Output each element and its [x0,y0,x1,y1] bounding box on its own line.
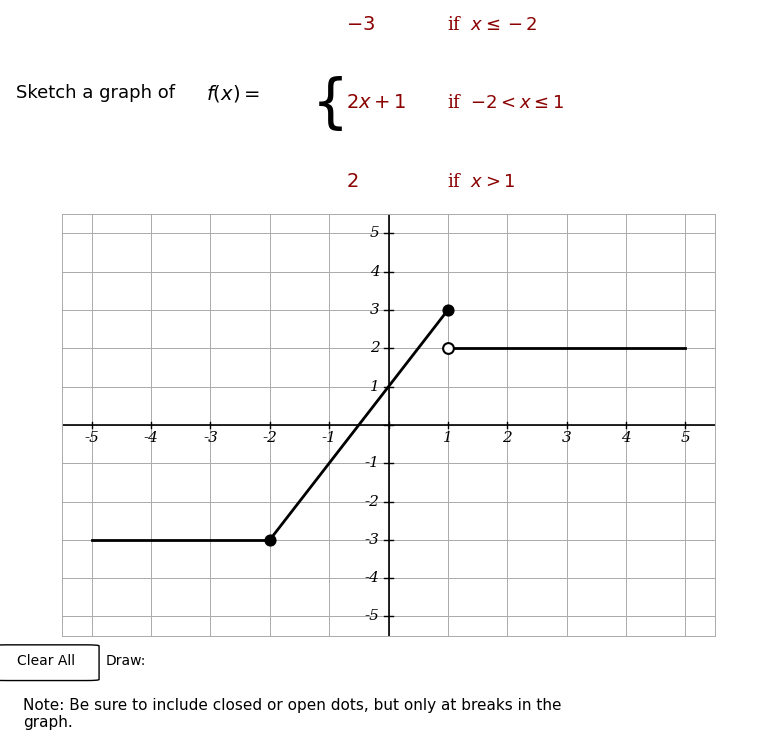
Text: if  $x > 1$: if $x > 1$ [447,173,515,191]
Text: Note: Be sure to include closed or open dots, but only at breaks in the
graph.: Note: Be sure to include closed or open … [23,698,562,730]
Text: $2x + 1$: $2x + 1$ [346,95,406,112]
Text: 1: 1 [370,380,380,394]
Text: $\{$: $\{$ [311,74,343,133]
Text: -5: -5 [85,431,99,445]
Point [441,342,454,354]
Text: if  $-2 < x \leq 1$: if $-2 < x \leq 1$ [447,95,564,112]
Text: 3: 3 [562,431,571,445]
Text: 1: 1 [443,431,453,445]
Text: 3: 3 [370,303,380,317]
Text: $2$: $2$ [346,173,358,191]
Text: -1: -1 [364,456,380,470]
Point [441,304,454,316]
Text: $f(x) = $: $f(x) = $ [206,83,260,103]
Text: Sketch a graph of: Sketch a graph of [16,84,180,102]
Text: 2: 2 [370,341,380,355]
Text: 5: 5 [681,431,690,445]
Text: -1: -1 [322,431,336,445]
Text: -2: -2 [263,431,277,445]
Text: $-3$: $-3$ [346,16,375,34]
Text: -4: -4 [364,571,380,585]
Text: 2: 2 [502,431,512,445]
Text: if  $x \leq -2$: if $x \leq -2$ [447,16,537,34]
Text: 5: 5 [370,226,380,240]
Text: 4: 4 [370,265,380,279]
Text: Draw:: Draw: [106,655,146,668]
FancyBboxPatch shape [0,645,99,681]
Text: -3: -3 [203,431,218,445]
Text: -5: -5 [364,610,380,624]
Text: Clear All: Clear All [17,655,75,668]
Text: 4: 4 [621,431,631,445]
Text: -2: -2 [364,494,380,508]
Point [263,534,276,545]
Text: -3: -3 [364,533,380,547]
Text: -4: -4 [144,431,159,445]
